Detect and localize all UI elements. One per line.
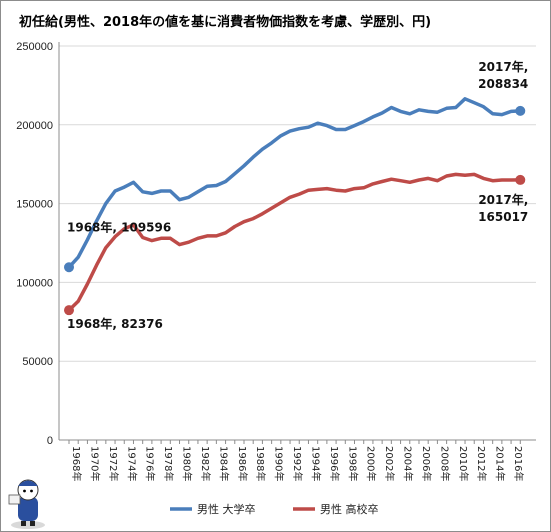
- x-tick-label: 1994年: [309, 446, 322, 481]
- data-label-line: 2017年,: [478, 59, 528, 74]
- legend: 男性 大学卒 男性 高校卒: [170, 502, 379, 516]
- data-point: [64, 305, 74, 316]
- x-tick-label: 1986年: [236, 446, 249, 481]
- x-tick-label: 1990年: [273, 446, 286, 481]
- x-tick-label: 1974年: [125, 446, 138, 481]
- mascot-eye-right: [30, 489, 33, 493]
- x-tick-label: 2012年: [475, 446, 488, 481]
- y-tick-label: 200000: [16, 120, 53, 132]
- y-tick-label: 150000: [16, 199, 53, 211]
- x-tick-label: 1982年: [199, 446, 212, 481]
- data-label-line: 1968年, 109596: [67, 219, 171, 234]
- mascot-foot-right: [30, 521, 35, 526]
- data-label: 2017年, 165017: [478, 192, 528, 224]
- mascot-shadow: [11, 521, 45, 529]
- data-label-line: 2017年,: [478, 192, 528, 207]
- x-tick-label: 1976年: [144, 446, 157, 481]
- x-tick-label: 1988年: [254, 446, 267, 481]
- x-tick-label: 1998年: [346, 446, 359, 481]
- mascot-paper: [8, 494, 21, 505]
- x-tick-label: 1968年: [70, 446, 83, 481]
- x-tick-label: 2016年: [512, 446, 525, 481]
- x-tick-label: 2014年: [494, 446, 507, 481]
- series-line: [67, 97, 523, 270]
- data-label-line: 1968年, 82376: [67, 316, 163, 331]
- x-tick-label: 1980年: [181, 446, 194, 481]
- x-tick-label: 1996年: [328, 446, 341, 481]
- x-tick-label: 1992年: [291, 446, 304, 481]
- x-tick-label: 2002年: [383, 446, 396, 481]
- data-point: [515, 105, 526, 116]
- series-line: [67, 172, 523, 312]
- y-tick-label: 100000: [16, 277, 53, 289]
- x-tick-label: 1970年: [88, 446, 101, 481]
- mascot-body: [18, 497, 38, 521]
- grid-layer: [59, 45, 536, 362]
- x-tick-label: 1984年: [217, 446, 230, 481]
- legend-label: 男性 高校卒: [320, 502, 379, 516]
- data-label-line: 208834: [478, 77, 528, 91]
- axis-layer: 0 50000 100000 150000 200000 250000 1968年 1970年…: [16, 41, 536, 481]
- y-tick-label: 50000: [22, 356, 53, 368]
- mascot-cap: [18, 480, 38, 486]
- data-label-line: 165017: [478, 210, 528, 224]
- x-tick-label: 2006年: [420, 446, 433, 481]
- chart-title: 初任給(男性、2018年の値を基に消費者物価指数を考慮、学歴別、円): [19, 14, 431, 30]
- data-label: 1968年, 82376: [67, 316, 163, 331]
- legend-label: 男性 大学卒: [197, 502, 256, 516]
- y-tick-label: 0: [47, 435, 53, 447]
- mascot-logo: [8, 479, 45, 529]
- x-tick-label: 2010年: [457, 446, 470, 481]
- data-label: 2017年, 208834: [478, 59, 528, 91]
- x-tick-label: 2000年: [365, 446, 378, 481]
- x-tick-label: 2004年: [402, 446, 415, 481]
- series-layer: [64, 97, 526, 316]
- data-label: 1968年, 109596: [67, 219, 171, 234]
- mascot-eye-left: [23, 489, 26, 493]
- mascot-foot-left: [21, 521, 26, 526]
- data-point: [64, 262, 74, 273]
- y-tick-label: 250000: [16, 41, 53, 53]
- x-tick-label: 1972年: [107, 446, 120, 481]
- x-tick-label: 1978年: [162, 446, 175, 481]
- data-point: [515, 174, 526, 185]
- x-tick-label: 2008年: [438, 446, 451, 481]
